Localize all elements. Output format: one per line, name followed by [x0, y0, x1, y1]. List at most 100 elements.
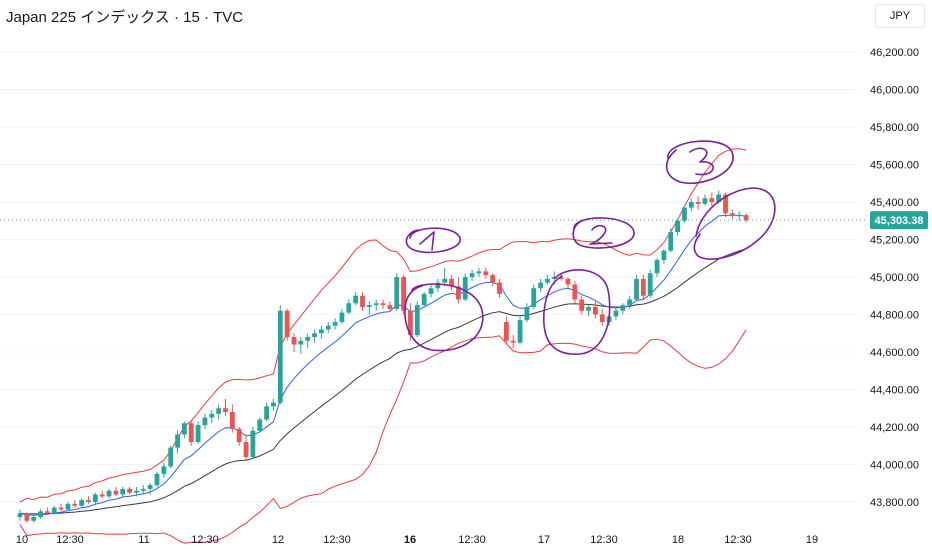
candle-body [168, 447, 174, 467]
candle [449, 275, 454, 291]
candle-body [503, 322, 509, 341]
candle [312, 329, 317, 343]
candle-body [675, 220, 680, 232]
candle-body [620, 305, 626, 311]
y-tick-label: 44,600.00 [870, 347, 919, 359]
candle-body [24, 513, 30, 521]
candle [86, 496, 91, 504]
candle [490, 273, 496, 287]
candle-body [408, 310, 413, 336]
candle-body [497, 282, 502, 294]
candle [154, 472, 160, 487]
currency-selector[interactable]: JPY [875, 4, 925, 28]
candle [236, 427, 242, 446]
candle-body [353, 295, 359, 304]
candle-body [709, 198, 715, 202]
candle [147, 483, 153, 495]
candle [476, 267, 482, 277]
candle-body [236, 428, 242, 442]
candle [640, 275, 646, 300]
candle-body [421, 293, 427, 306]
candle-body [394, 277, 400, 309]
candle [545, 275, 550, 285]
candle [305, 333, 311, 349]
candle-body [661, 250, 667, 261]
x-tick-label: 12:30 [323, 534, 351, 546]
candle [373, 299, 379, 311]
candle-body [51, 507, 57, 514]
candle-body [346, 303, 352, 313]
x-tick-label: 12:30 [590, 534, 618, 546]
candle [620, 303, 626, 315]
time-axis: 10 12:30 11 12:30 12 12:30 16 12:30 17 12:30 18 12:… [16, 534, 818, 546]
candle-body [216, 408, 222, 414]
candle [106, 488, 112, 499]
candle-body [229, 412, 235, 429]
x-tick-label: 17 [538, 534, 550, 546]
candle-body [613, 310, 619, 317]
y-tick-label: 45,200.00 [870, 235, 919, 247]
hand-drawn-annotations [404, 140, 776, 355]
candle [360, 292, 365, 311]
x-tick-label: 10 [16, 534, 28, 546]
candle [277, 305, 283, 405]
candle [161, 462, 167, 478]
candle-body [182, 423, 187, 435]
candle [421, 292, 427, 307]
candle [483, 267, 489, 279]
candle [51, 505, 57, 516]
candle [134, 487, 139, 497]
candle [627, 295, 633, 309]
candle [688, 198, 694, 212]
annotation-3-circle [665, 140, 734, 184]
candle [175, 430, 180, 454]
candle [264, 402, 269, 422]
candle [120, 487, 126, 497]
y-tick-label: 46,200.00 [870, 47, 919, 59]
candle-body [188, 423, 194, 442]
candle-body [271, 402, 276, 407]
candle [229, 404, 235, 433]
last-price-badge [870, 211, 928, 230]
candle-body [106, 490, 112, 497]
x-tick-label: 12 [272, 534, 284, 546]
candle-body [469, 273, 475, 277]
candle [17, 509, 23, 521]
candle [346, 299, 352, 315]
candle [599, 308, 605, 326]
region-3-ellipse [693, 187, 776, 260]
candle [579, 295, 585, 315]
candle [743, 213, 749, 223]
candle [661, 248, 667, 264]
candle-body [599, 314, 605, 322]
x-tick-label: 11 [138, 534, 149, 546]
candle-body [86, 500, 91, 502]
candle-body [99, 494, 105, 497]
candle-body [120, 488, 126, 495]
candle-body [175, 434, 180, 448]
candle-body [373, 303, 379, 306]
candle-body [113, 490, 119, 495]
candle [572, 280, 578, 304]
candle [257, 417, 263, 433]
candle-body [490, 275, 496, 283]
candle-body [366, 305, 372, 307]
candle-body [716, 194, 722, 202]
candle [387, 301, 393, 311]
candle-body [380, 303, 386, 306]
candle [65, 502, 71, 512]
candle-body [558, 277, 564, 279]
candle [243, 434, 249, 461]
candle-body [161, 466, 167, 474]
candle-body [58, 507, 64, 510]
candle [462, 273, 468, 302]
candle [223, 398, 228, 416]
candle [675, 218, 680, 236]
candle [79, 498, 85, 508]
annotation-2-circle [572, 217, 635, 249]
candle-body [140, 488, 146, 491]
candle [325, 322, 331, 334]
candle [195, 421, 201, 444]
bollinger-lower-line [19, 329, 747, 544]
